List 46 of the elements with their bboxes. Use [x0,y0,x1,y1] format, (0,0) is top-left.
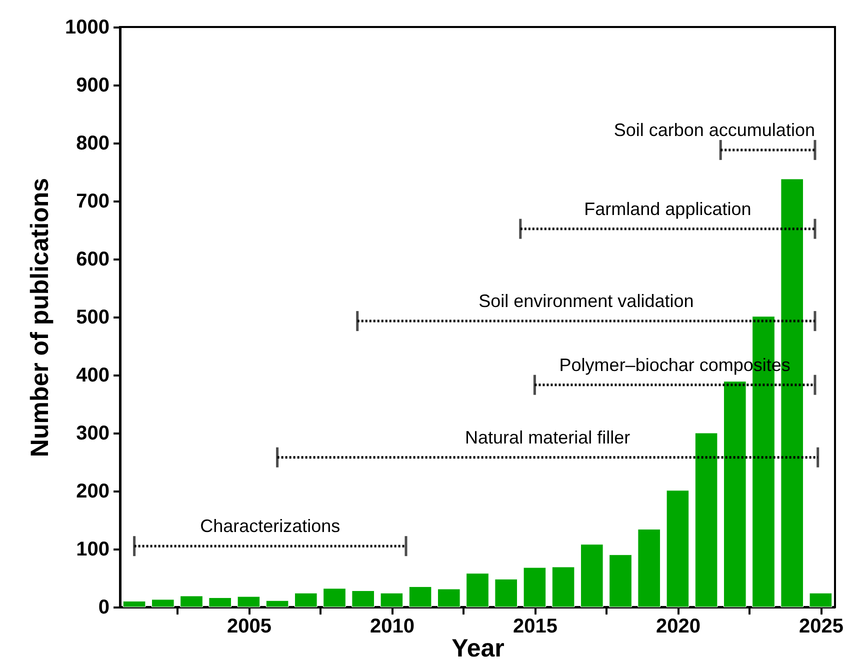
bar [466,573,489,608]
y-tick-label: 900 [76,74,110,96]
bar [122,600,146,608]
x-tick-label: 2025 [798,616,844,638]
bar [723,381,746,608]
series-label: Natural material filler [465,427,630,448]
x-tick-label: 2020 [656,616,700,638]
x-tick-label: 2015 [512,616,558,638]
series-label: Farmland application [584,198,752,219]
bar [323,588,346,608]
y-tick-label: 1000 [65,16,110,38]
y-tick-label: 400 [76,364,110,386]
bar [609,554,632,608]
bar [580,544,604,608]
y-tick-label: 300 [76,422,110,444]
y-tick-label: 200 [76,480,110,502]
x-tick-label: 2010 [370,616,414,638]
series-label: Soil carbon accumulation [614,120,815,140]
y-tick-label: 0 [98,596,110,618]
bar [380,592,404,608]
x-tick-label: 2005 [226,616,272,638]
bar [494,578,518,608]
bar [666,490,690,608]
y-tick-label: 800 [76,132,110,154]
y-axis-title: Number of publications [26,178,54,458]
bar [408,586,432,608]
y-tick-label: 600 [76,248,110,270]
y-tick-label: 500 [76,306,110,328]
bar [294,592,318,608]
x-axis-title: Year [452,634,505,662]
bar [523,567,546,608]
bar [552,566,575,608]
y-tick-label: 100 [76,538,110,560]
series-label: Characterizations [200,516,340,536]
bar [180,596,203,608]
bar [694,432,718,608]
bar [809,592,832,608]
bar [352,590,375,608]
bar [266,600,289,608]
bar [437,588,460,608]
bar [237,596,260,608]
bar [638,529,661,608]
bar [208,597,232,608]
series-label: Soil environment validation [478,291,694,312]
y-tick-label: 700 [76,190,110,212]
bar [151,599,174,608]
